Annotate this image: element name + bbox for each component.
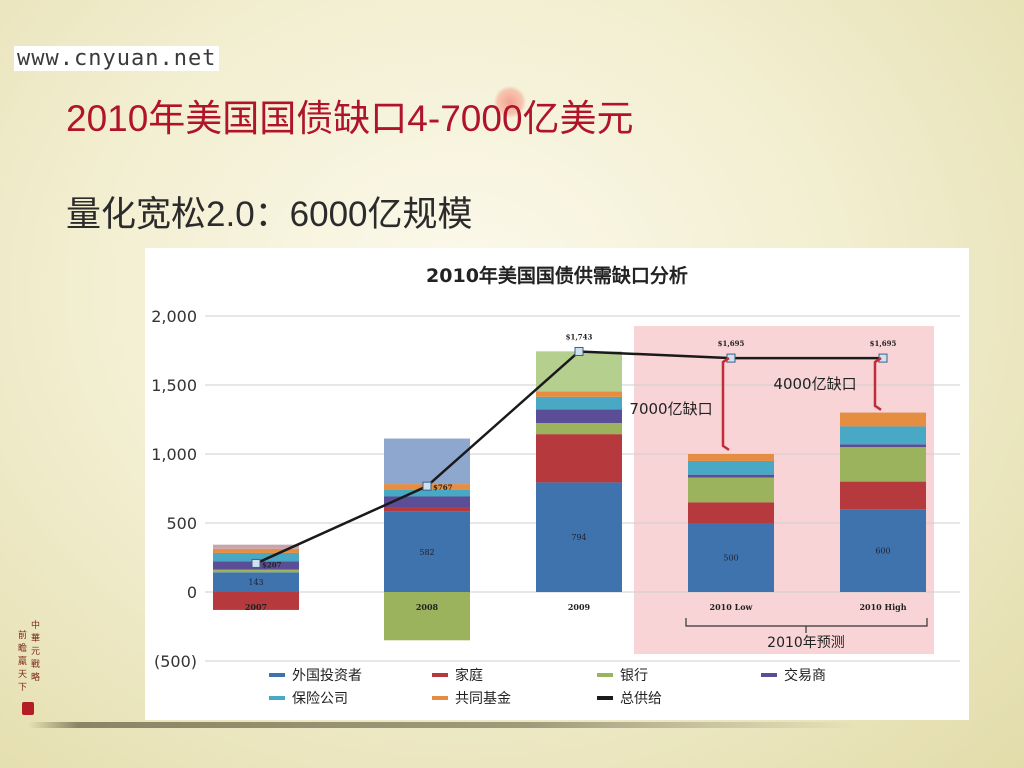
bar-value-label: 500 bbox=[723, 554, 738, 563]
seal-char: 元 bbox=[31, 647, 40, 657]
y-tick-label: 2,000 bbox=[151, 307, 197, 326]
seal-char: 羸 bbox=[18, 655, 27, 667]
y-tick-label: 1,500 bbox=[151, 376, 197, 395]
bar-value-label: 582 bbox=[419, 548, 434, 557]
seal-char: 前 bbox=[18, 629, 27, 641]
bar-value-label: 143 bbox=[248, 578, 263, 587]
bar-segment bbox=[213, 572, 299, 592]
bar-segment bbox=[384, 592, 470, 641]
gap-bracket-low bbox=[721, 357, 730, 451]
bar-segment bbox=[536, 434, 622, 483]
legend-label: 外国投资者 bbox=[292, 668, 362, 684]
bar-segment bbox=[688, 454, 774, 461]
bar-segment bbox=[213, 552, 299, 562]
legend-label: 交易商 bbox=[784, 667, 826, 684]
total-supply-point bbox=[422, 481, 432, 491]
bar-segment bbox=[536, 409, 622, 424]
bar-segment bbox=[840, 509, 926, 592]
bar-segment bbox=[536, 482, 622, 592]
footer-divider bbox=[28, 722, 858, 728]
bar-segment bbox=[840, 444, 926, 448]
chart-panel: 2010年美国国债供需缺口分析 2,000 1,500 1,000 500 0 (500) 1… bbox=[145, 248, 969, 720]
gap-bracket-high bbox=[873, 357, 882, 411]
bar-segment bbox=[384, 511, 470, 592]
seal-char: 中 bbox=[31, 619, 40, 631]
total-supply-label: $1,695 bbox=[870, 339, 897, 348]
y-tick-label: 0 bbox=[187, 583, 197, 602]
bar-segment bbox=[840, 481, 926, 510]
bar-segment bbox=[536, 391, 622, 397]
x-category-label: 2009 bbox=[568, 602, 591, 612]
bar-segment bbox=[213, 548, 299, 553]
seal-mark bbox=[22, 702, 34, 715]
y-tick-label: (500) bbox=[154, 652, 197, 671]
bar-segment bbox=[840, 447, 926, 482]
gap-high-label: 4000亿缺口 bbox=[773, 375, 856, 393]
bar-segment bbox=[840, 412, 926, 427]
seal-char: 戰 bbox=[31, 658, 40, 670]
bar-segment bbox=[688, 474, 774, 478]
x-category-label: 2008 bbox=[416, 602, 439, 612]
bar-segment bbox=[213, 544, 299, 549]
bar-segment bbox=[536, 351, 622, 392]
forecast-label: 2010年预测 bbox=[767, 635, 845, 651]
total-supply-label: $767 bbox=[433, 483, 453, 492]
x-category-label: 2010 Low bbox=[710, 602, 754, 612]
total-supply-label: $1,695 bbox=[718, 339, 745, 348]
bar-segment bbox=[213, 592, 299, 610]
bar-segment bbox=[688, 502, 774, 523]
seal-char: 華 bbox=[31, 632, 40, 644]
total-supply-point bbox=[574, 346, 584, 356]
seal-char: 略 bbox=[31, 671, 40, 683]
site-url: www.cnyuan.net bbox=[14, 46, 220, 71]
y-tick-label: 500 bbox=[166, 514, 197, 533]
bar-segment bbox=[384, 496, 470, 508]
legend-label: 保险公司 bbox=[292, 691, 348, 707]
bar-segment bbox=[688, 523, 774, 592]
seal-char: 瞻 bbox=[18, 642, 27, 654]
bar-segment bbox=[384, 507, 470, 512]
total-supply-label: $1,743 bbox=[566, 332, 593, 341]
bar-segment bbox=[840, 426, 926, 445]
bar-segment bbox=[536, 423, 622, 435]
y-tick-label: 1,000 bbox=[151, 445, 197, 464]
bar-segment bbox=[213, 569, 299, 573]
chart-title: 2010年美国国债供需缺口分析 bbox=[426, 264, 688, 287]
bar-segment bbox=[688, 477, 774, 503]
forecast-bracket bbox=[685, 618, 928, 633]
slide-subtitle: 量化宽松2.0：6000亿规模 bbox=[66, 195, 473, 234]
stacked-bar-chart: 2010年美国国债供需缺口分析 2,000 1,500 1,000 500 0 (500) 1… bbox=[151, 264, 960, 707]
legend-label: 家庭 bbox=[455, 667, 483, 684]
legend-label: 总供给 bbox=[620, 691, 662, 707]
total-supply-label: $207 bbox=[262, 560, 282, 569]
seal-char: 天 bbox=[18, 670, 27, 680]
legend-label: 共同基金 bbox=[455, 690, 511, 707]
x-category-label: 2010 High bbox=[859, 602, 906, 612]
x-category-label: 2007 bbox=[245, 602, 267, 612]
total-supply-point bbox=[251, 558, 261, 568]
decorative-dot bbox=[494, 86, 526, 118]
bar-segment bbox=[688, 460, 774, 475]
legend-label: 银行 bbox=[620, 668, 648, 684]
gap-low-label: 7000亿缺口 bbox=[629, 400, 712, 418]
bar-segment bbox=[384, 438, 470, 485]
seal-char: 下 bbox=[18, 683, 27, 693]
bar-value-label: 794 bbox=[571, 533, 586, 542]
bar-segment bbox=[384, 489, 470, 497]
bar-segment bbox=[536, 396, 622, 410]
slide-title: 2010年美国国债缺口4-7000亿美元 bbox=[66, 98, 634, 139]
bar-value-label: 600 bbox=[875, 547, 890, 556]
